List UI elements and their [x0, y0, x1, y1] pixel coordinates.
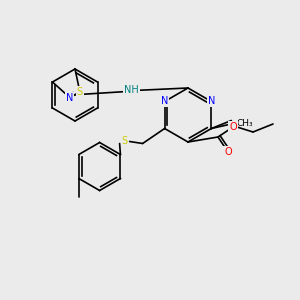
- Text: N: N: [161, 97, 168, 106]
- Text: S: S: [122, 136, 128, 146]
- Text: N: N: [66, 93, 74, 103]
- Text: CH₃: CH₃: [236, 119, 253, 128]
- Text: N: N: [208, 97, 215, 106]
- Text: NH: NH: [124, 85, 139, 95]
- Text: O: O: [224, 147, 232, 157]
- Text: O: O: [229, 122, 237, 132]
- Text: S: S: [77, 87, 83, 97]
